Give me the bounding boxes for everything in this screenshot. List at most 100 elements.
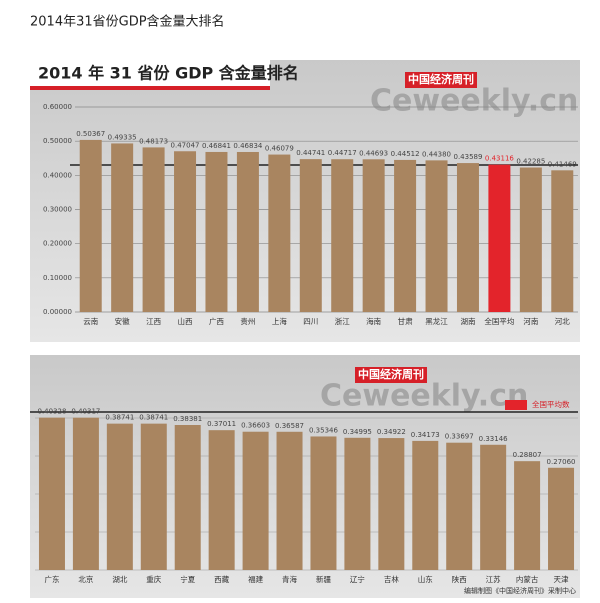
watermark-box bbox=[355, 367, 427, 383]
bar bbox=[236, 151, 259, 312]
x-tick-label: 浙江 bbox=[335, 316, 350, 326]
value-label: 0.41469 bbox=[548, 160, 577, 168]
page-title: 2014年31省份GDP含金量大排名 bbox=[30, 14, 225, 30]
bar bbox=[174, 425, 201, 570]
x-tick-label: 宁夏 bbox=[180, 574, 195, 584]
bar bbox=[480, 444, 507, 570]
x-tick-label: 山西 bbox=[178, 316, 193, 326]
x-tick-label: 青海 bbox=[282, 574, 297, 584]
bar bbox=[205, 151, 228, 312]
y-tick-label: 0.10000 bbox=[43, 274, 72, 282]
x-tick-label: 江苏 bbox=[486, 574, 501, 584]
value-label: 0.44512 bbox=[391, 150, 420, 158]
y-tick-label: 0.40000 bbox=[43, 171, 72, 179]
value-label: 0.40317 bbox=[71, 408, 100, 416]
watermark: Ceweekly.cn bbox=[370, 84, 578, 119]
x-tick-label: 江西 bbox=[146, 317, 161, 326]
value-label: 0.37011 bbox=[207, 420, 236, 428]
value-label: 0.46834 bbox=[233, 142, 262, 150]
value-label: 0.28807 bbox=[513, 451, 542, 459]
value-label: 0.47047 bbox=[171, 141, 200, 149]
x-tick-label: 天津 bbox=[554, 575, 569, 584]
value-label: 0.35346 bbox=[309, 426, 338, 434]
bar bbox=[551, 170, 574, 312]
x-tick-label: 湖北 bbox=[112, 575, 127, 584]
x-tick-label: 云南 bbox=[83, 316, 98, 326]
x-tick-label: 河北 bbox=[555, 317, 570, 326]
bar bbox=[276, 431, 303, 570]
x-tick-label: 贵州 bbox=[240, 316, 255, 326]
bar bbox=[514, 461, 541, 570]
title-underline bbox=[30, 86, 270, 90]
legend-swatch bbox=[505, 400, 527, 410]
bar bbox=[310, 436, 337, 570]
x-tick-label: 海南 bbox=[366, 316, 381, 326]
value-label: 0.42285 bbox=[516, 158, 545, 166]
x-tick-label: 福建 bbox=[248, 574, 263, 584]
bar bbox=[344, 437, 371, 570]
value-label: 0.34173 bbox=[411, 431, 440, 439]
value-label: 0.33697 bbox=[445, 433, 474, 441]
bar bbox=[174, 151, 197, 312]
x-tick-label: 重庆 bbox=[146, 574, 161, 584]
bar bbox=[208, 430, 235, 570]
bar bbox=[111, 143, 134, 312]
bar bbox=[394, 159, 417, 312]
bar bbox=[72, 417, 99, 570]
x-tick-label: 辽宁 bbox=[350, 574, 365, 584]
x-tick-label: 全国平均 bbox=[484, 316, 514, 326]
value-label: 0.36603 bbox=[241, 422, 270, 430]
bar bbox=[242, 431, 269, 570]
bar bbox=[412, 440, 439, 570]
value-label: 0.48173 bbox=[139, 137, 168, 145]
x-tick-label: 山东 bbox=[418, 574, 433, 584]
value-label: 0.44693 bbox=[359, 149, 388, 157]
x-tick-label: 广西 bbox=[209, 316, 224, 326]
x-tick-label: 西藏 bbox=[214, 574, 229, 584]
x-tick-label: 新疆 bbox=[316, 574, 331, 584]
bar bbox=[79, 139, 102, 312]
x-tick-label: 上海 bbox=[272, 316, 287, 326]
y-tick-label: 0.20000 bbox=[43, 240, 72, 248]
value-label: 0.46079 bbox=[265, 145, 294, 153]
watermark-box bbox=[405, 72, 477, 88]
bar bbox=[446, 442, 473, 570]
bar bbox=[425, 160, 448, 312]
watermark-cn: 中国经济周刊 bbox=[408, 72, 474, 86]
value-label: 0.50367 bbox=[76, 130, 105, 138]
value-label: 0.38741 bbox=[105, 414, 134, 422]
x-tick-label: 四川 bbox=[303, 317, 318, 326]
watermark: Ceweekly.cn bbox=[320, 379, 528, 414]
x-tick-label: 陕西 bbox=[452, 574, 467, 584]
watermark-cn: 中国经济周刊 bbox=[358, 367, 424, 381]
bar bbox=[331, 159, 354, 312]
title-box bbox=[30, 60, 270, 88]
bar bbox=[488, 164, 511, 312]
value-label: 0.27060 bbox=[547, 458, 576, 466]
value-label: 0.38381 bbox=[173, 415, 202, 423]
value-label: 0.44741 bbox=[296, 149, 325, 157]
bar bbox=[548, 467, 575, 570]
value-label: 0.34995 bbox=[343, 428, 372, 436]
value-label: 0.40328 bbox=[37, 408, 66, 416]
value-label: 0.33146 bbox=[479, 435, 508, 443]
x-tick-label: 甘肃 bbox=[398, 316, 413, 326]
bar bbox=[456, 163, 479, 312]
x-tick-label: 河南 bbox=[523, 316, 538, 326]
y-tick-label: 0.50000 bbox=[43, 137, 72, 145]
value-label: 0.44717 bbox=[328, 149, 357, 157]
value-label: 0.43116 bbox=[485, 155, 514, 163]
x-tick-label: 黑龙江 bbox=[425, 316, 448, 326]
value-label: 0.34922 bbox=[377, 428, 406, 436]
bar bbox=[362, 159, 385, 312]
bar bbox=[106, 423, 133, 570]
value-label: 0.44380 bbox=[422, 150, 451, 158]
y-tick-label: 0.00000 bbox=[43, 308, 72, 316]
x-tick-label: 吉林 bbox=[384, 574, 399, 584]
value-label: 0.49335 bbox=[108, 133, 137, 141]
legend-label: 全国平均数 bbox=[532, 399, 570, 409]
bar bbox=[378, 438, 405, 570]
x-tick-label: 安徽 bbox=[115, 316, 130, 326]
